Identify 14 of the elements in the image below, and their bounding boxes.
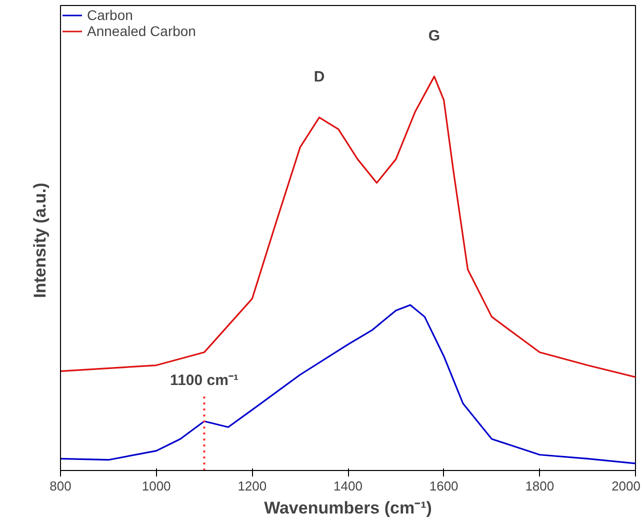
x-tick-label: 800 [50, 478, 72, 494]
legend-label: Annealed Carbon [87, 23, 196, 39]
annotation: D [314, 68, 325, 86]
annotation: G [428, 27, 440, 44]
x-tick-label: 1400 [334, 478, 362, 494]
x-tick-label: 1200 [238, 478, 267, 494]
x-tick-label: 1000 [142, 478, 171, 494]
y-axis-title: Intensity (a.u.) [30, 182, 50, 298]
x-axis-title: Wavenumbers (cm⁻¹) [264, 498, 432, 518]
x-tick-label: 1800 [525, 478, 554, 494]
x-tick-label: 2000 [612, 478, 640, 494]
legend-label: Carbon [87, 7, 133, 23]
x-tick-label: 1600 [429, 478, 458, 494]
annotation: 1100 cm⁻¹ [170, 372, 238, 390]
